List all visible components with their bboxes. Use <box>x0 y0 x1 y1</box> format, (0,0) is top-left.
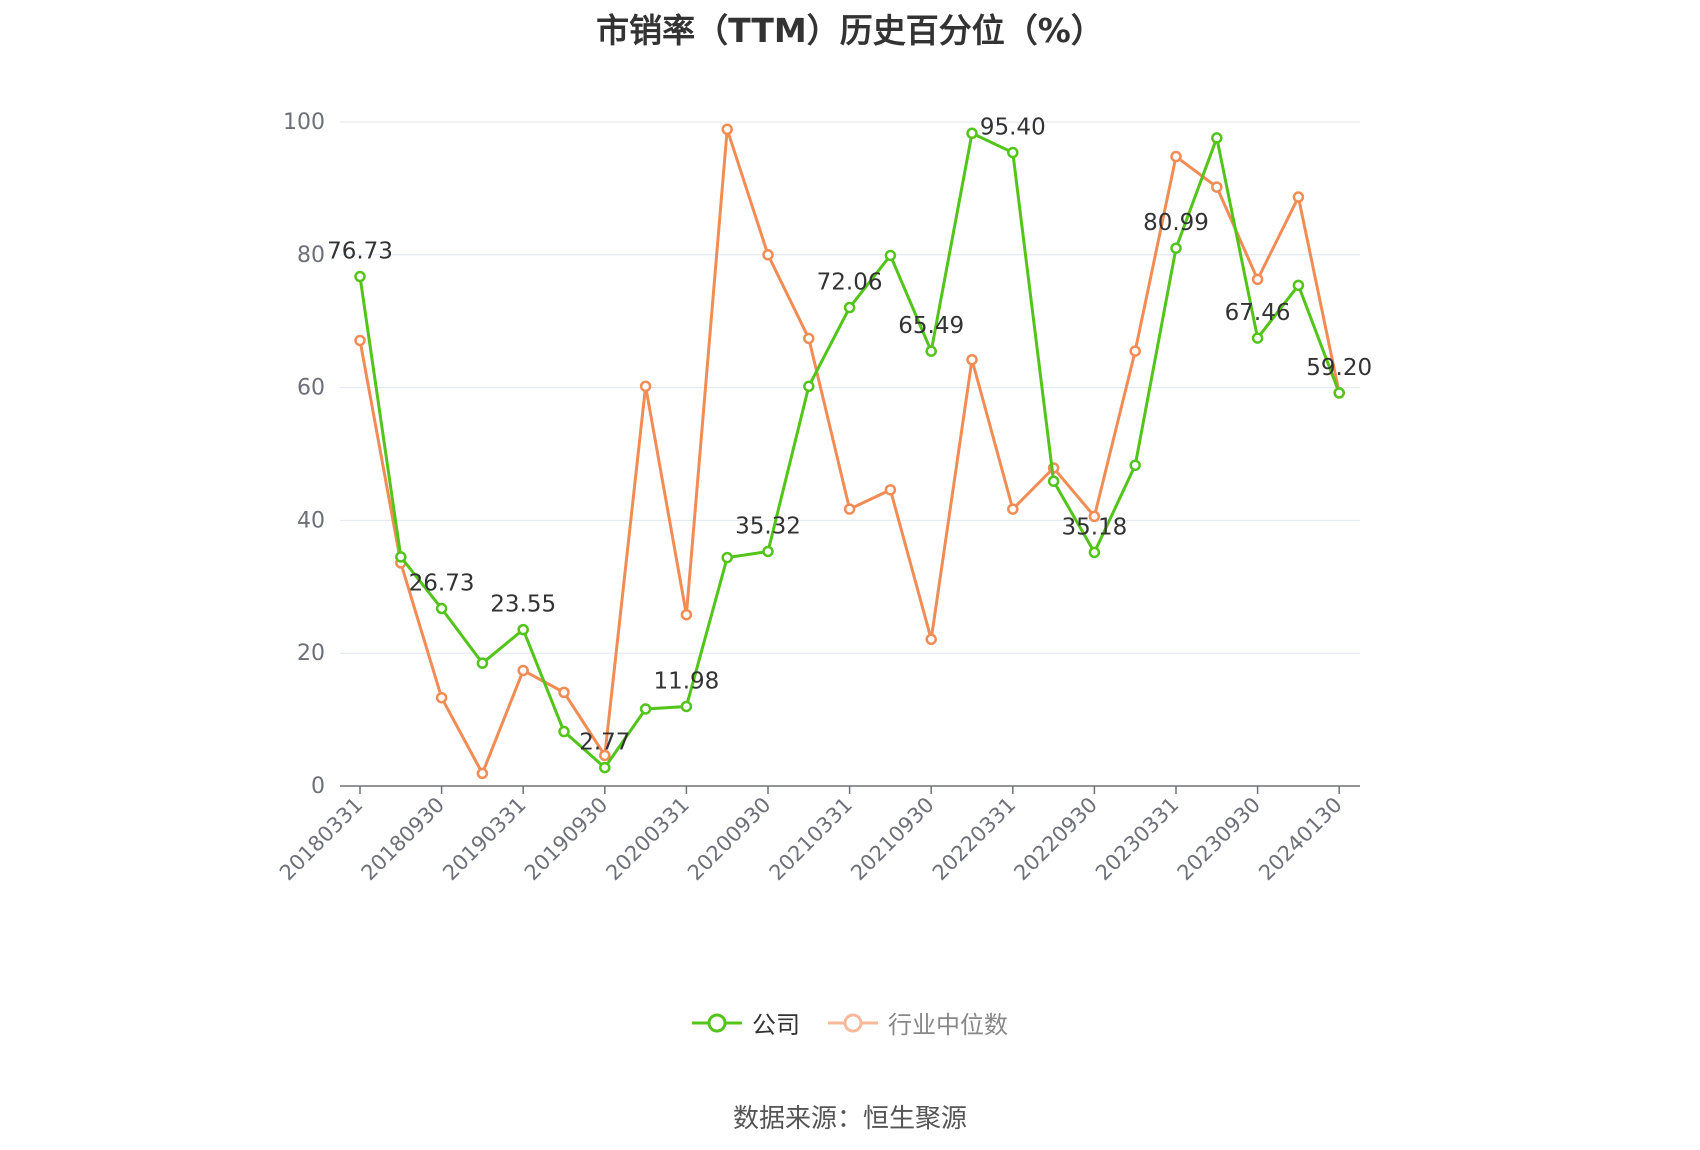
data-point-company-20191231 <box>639 703 652 715</box>
data-label-company-20180331: 76.73 <box>327 239 393 265</box>
legend-item-industry[interactable]: 行业中位数 <box>828 1005 1008 1040</box>
data-point-company-20190930 <box>599 761 611 774</box>
data-label-company-20190331: 23.55 <box>490 592 556 618</box>
data-label-company-20240130: 59.20 <box>1306 355 1372 381</box>
x-tick-label-20230930: 20230930 <box>1173 793 1266 886</box>
data-label-company-20200331: 11.98 <box>653 668 719 694</box>
data-point-industry-20211231 <box>966 353 978 366</box>
data-point-company-20210331 <box>843 301 856 314</box>
y-tick-label-100: 100 <box>283 110 325 135</box>
source-note: 数据来源：恒生聚源 <box>732 1104 967 1134</box>
data-label-company-20230331: 80.99 <box>1143 210 1209 236</box>
x-tick-label-20230331: 20230331 <box>1091 793 1184 886</box>
legend-industry-line-icon <box>828 1013 878 1032</box>
data-point-company-20221231 <box>1129 459 1141 472</box>
x-tick-label-20200930: 20200930 <box>683 793 776 886</box>
x-tick-label-20190930: 20190930 <box>520 793 613 886</box>
x-tick-label-20180331: 20180331 <box>275 793 368 886</box>
data-point-company-20220930 <box>1088 546 1101 559</box>
data-point-company-20200630 <box>721 551 733 564</box>
x-tick-label-20190331: 20190331 <box>438 793 531 886</box>
x-tick-label-20210930: 20210930 <box>846 793 939 886</box>
data-label-company-20220331: 95.40 <box>980 115 1046 141</box>
data-point-company-20220630 <box>1047 475 1060 487</box>
y-tick-label-0: 0 <box>311 774 325 799</box>
legend: 公司 行业中位数 <box>0 1005 1700 1040</box>
data-point-company-20190331 <box>517 623 529 636</box>
series-lines <box>354 123 1345 780</box>
x-tick-label-20220930: 20220930 <box>1009 793 1102 886</box>
data-point-company-20180930 <box>435 602 448 615</box>
data-point-industry-20220331 <box>1007 503 1019 515</box>
data-point-company-20231231 <box>1292 279 1305 292</box>
data-point-company-20200331 <box>680 700 693 713</box>
data-point-industry-20190930 <box>599 749 611 762</box>
data-point-company-20210930 <box>925 345 937 357</box>
y-tick-label-20: 20 <box>297 641 325 666</box>
data-label-company-20210930: 65.49 <box>898 313 964 339</box>
data-point-industry-20190331 <box>517 664 529 677</box>
data-point-company-20200930 <box>762 545 774 558</box>
data-point-industry-20190630 <box>558 686 570 699</box>
grid-lines <box>340 121 1360 654</box>
y-tick-label-40: 40 <box>297 508 325 533</box>
data-point-company-20210630 <box>884 249 897 262</box>
x-tick-label-20200331: 20200331 <box>601 793 694 886</box>
data-point-company-20181231 <box>476 657 489 669</box>
data-point-industry-20191231 <box>639 380 652 393</box>
data-point-industry-20200331 <box>680 608 693 621</box>
data-point-company-20211231 <box>966 127 978 140</box>
x-tick-label-20240130: 20240130 <box>1254 793 1347 886</box>
data-point-industry-20180930 <box>435 691 448 704</box>
data-point-industry-20230331 <box>1170 150 1182 163</box>
y-tick-label-80: 80 <box>297 243 325 268</box>
x-tick-label-20180930: 20180930 <box>357 793 450 886</box>
y-tick-label-60: 60 <box>297 376 325 401</box>
data-label-company-20180930: 26.73 <box>409 571 475 597</box>
data-point-industry-20181231 <box>476 767 489 780</box>
data-point-company-20230930 <box>1251 332 1264 344</box>
legend-item-company[interactable]: 公司 <box>692 1005 800 1040</box>
data-point-company-20240130 <box>1333 387 1345 399</box>
data-point-industry-20220930 <box>1088 510 1101 523</box>
data-point-industry-20210331 <box>843 503 856 515</box>
data-point-industry-20210930 <box>925 633 937 646</box>
data-point-industry-20210630 <box>884 484 897 496</box>
data-point-company-20180630 <box>395 551 407 563</box>
data-point-industry-20230930 <box>1251 273 1264 286</box>
data-point-industry-20230630 <box>1211 181 1223 193</box>
legend-company-label: 公司 <box>752 1011 800 1039</box>
data-point-company-20230331 <box>1170 242 1182 254</box>
data-label-company-20210331: 72.06 <box>817 270 883 296</box>
data-point-company-20180331 <box>354 270 366 283</box>
data-point-company-20230630 <box>1211 132 1223 144</box>
x-tick-label-20220331: 20220331 <box>928 793 1021 886</box>
data-point-industry-20221231 <box>1129 345 1141 357</box>
data-point-company-20190630 <box>558 725 570 738</box>
data-point-industry-20231231 <box>1292 191 1305 203</box>
data-labels: 76.73 26.73 23.55 2.77 11.98 35.32 72.06 65.49 9… <box>327 115 1372 756</box>
legend-industry-label: 行业中位数 <box>888 1011 1008 1039</box>
data-label-company-20230930: 67.46 <box>1225 300 1291 326</box>
data-point-industry-20200630 <box>721 123 733 136</box>
data-label-company-20190930: 2.77 <box>579 730 630 756</box>
x-tick-label-20210331: 20210331 <box>765 793 858 886</box>
data-point-company-20201231 <box>803 380 815 393</box>
data-label-company-20200930: 35.32 <box>735 513 801 539</box>
chart-title: 市销率（TTM）历史百分位（%） <box>596 11 1104 50</box>
data-point-industry-20201231 <box>803 332 815 345</box>
data-label-company-20220930: 35.18 <box>1061 514 1127 540</box>
data-point-industry-20200930 <box>762 249 774 261</box>
legend-company-line-icon <box>692 1013 742 1032</box>
data-point-company-20220331 <box>1007 146 1019 159</box>
data-point-industry-20180331 <box>354 334 366 347</box>
